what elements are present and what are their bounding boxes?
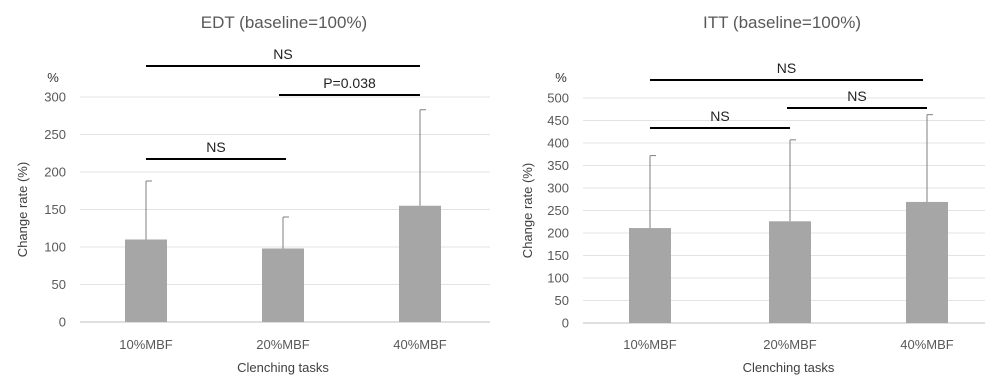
y-tick-label: 50: [555, 293, 569, 308]
y-tick-label: 0: [562, 316, 569, 331]
x-tick-label: 40%MBF: [900, 337, 954, 352]
x-axis-label: Clenching tasks: [237, 360, 329, 375]
x-tick-label: 10%MBF: [119, 337, 173, 352]
y-tick-label: 400: [547, 136, 569, 151]
y-tick-label: 300: [547, 181, 569, 196]
y-tick-label: 500: [547, 91, 569, 106]
bar-20%MBF: [769, 221, 811, 323]
y-unit-label: %: [555, 70, 567, 85]
y-axis-label: Change rate (%): [520, 163, 535, 258]
y-tick-label: 50: [52, 277, 66, 292]
chart-title: EDT (baseline=100%): [201, 13, 367, 32]
significance-label: P=0.038: [323, 75, 376, 91]
y-tick-label: 0: [59, 315, 66, 330]
y-tick-label: 350: [547, 158, 569, 173]
bar-20%MBF: [262, 248, 304, 322]
bar-10%MBF: [125, 239, 167, 322]
x-tick-label: 10%MBF: [623, 337, 677, 352]
chart-panel-1: EDT (baseline=100%) 0 50 100 150 200 250 300% Ch…: [15, 13, 490, 375]
y-tick-label: 200: [44, 165, 66, 180]
chart-panel-2: ITT (baseline=100%) 0 50 100 150 200 250 300 350…: [520, 13, 985, 375]
x-tick-label: 20%MBF: [763, 337, 817, 352]
bar-10%MBF: [629, 228, 671, 323]
significance-label: NS: [847, 88, 866, 104]
y-tick-label: 150: [44, 202, 66, 217]
y-tick-label: 100: [547, 271, 569, 286]
y-tick-label: 300: [44, 90, 66, 105]
x-axis-label: Clenching tasks: [743, 360, 835, 375]
y-tick-label: 250: [44, 127, 66, 142]
x-tick-label: 40%MBF: [393, 337, 447, 352]
y-unit-label: %: [47, 70, 59, 85]
significance-label: NS: [273, 46, 292, 62]
significance-label: NS: [777, 60, 796, 76]
y-tick-label: 100: [44, 240, 66, 255]
chart-title: ITT (baseline=100%): [703, 13, 861, 32]
y-tick-label: 150: [547, 248, 569, 263]
y-tick-label: 250: [547, 203, 569, 218]
significance-label: NS: [206, 139, 225, 155]
y-tick-label: 200: [547, 226, 569, 241]
y-axis-label: Change rate (%): [15, 162, 30, 257]
x-tick-label: 20%MBF: [256, 337, 310, 352]
y-tick-label: 450: [547, 113, 569, 128]
bar-40%MBF: [906, 201, 948, 323]
significance-label: NS: [710, 108, 729, 124]
bar-40%MBF: [399, 205, 441, 322]
